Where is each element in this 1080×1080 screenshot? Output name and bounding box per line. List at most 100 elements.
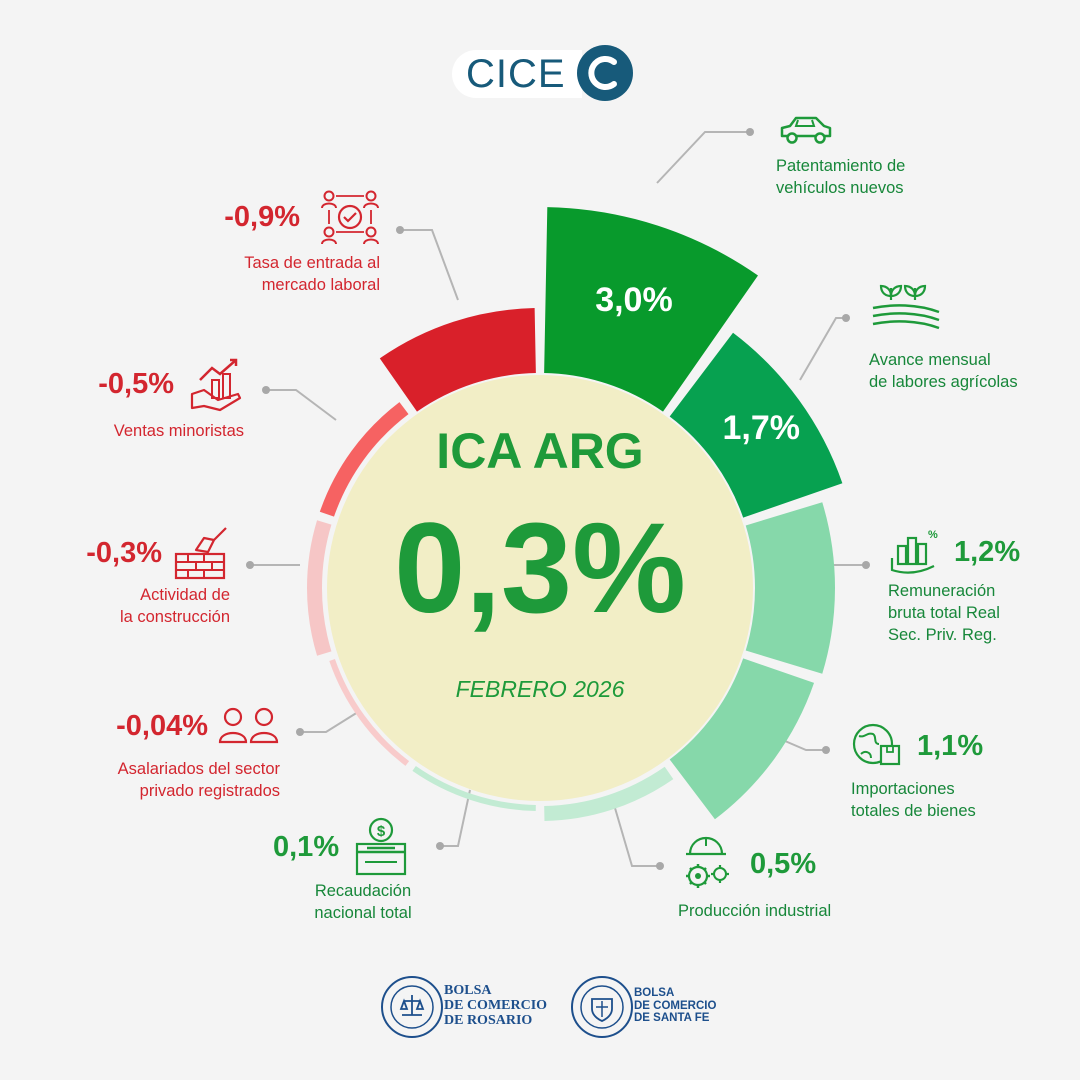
label-line: Sec. Priv. Reg. — [888, 626, 997, 644]
segment-5 — [544, 766, 674, 821]
org-line: BOLSA — [444, 983, 492, 998]
label-line: Ventas minoristas — [113, 422, 244, 440]
value-label: 1,2% — [954, 535, 1021, 568]
label-line: totales de bienes — [851, 802, 976, 820]
industry-gears-icon — [686, 836, 729, 888]
org-line: DE COMERCIO — [634, 999, 717, 1012]
connector-dot-8 — [246, 561, 254, 569]
connector-line-9 — [266, 389, 337, 421]
value-label: 1,1% — [917, 729, 984, 762]
segment-8 — [307, 520, 332, 656]
value-label: 0,1% — [273, 830, 340, 863]
svg-text:%: % — [928, 529, 938, 541]
connector-dot-2 — [842, 314, 850, 322]
label-line: Asalariados del sector — [117, 760, 280, 778]
label-line: Producción industrial — [678, 902, 832, 920]
connector-dot-3 — [862, 561, 870, 569]
connector-line-2 — [799, 317, 846, 381]
indicator-labor-market-entry: -0,9% Tasa de entrada al mercado laboral — [210, 188, 380, 296]
crop-field-icon — [872, 284, 940, 330]
center-title: ICA ARG — [436, 423, 643, 479]
segment-value-label-1: 3,0% — [595, 281, 673, 319]
connector-line-5 — [614, 807, 660, 867]
connector-line-1 — [656, 131, 750, 184]
footer-org-santa-fe: BOLSA DE COMERCIO DE SANTA FE — [570, 975, 720, 1045]
value-label: -0,9% — [224, 200, 300, 233]
connector-lines — [246, 128, 870, 870]
connector-line-7 — [300, 711, 359, 733]
org-line: DE ROSARIO — [444, 1013, 533, 1028]
indicator-agricultural-work: Avance mensual de labores agrícolas — [869, 282, 1018, 393]
org-line: DE SANTA FE — [634, 1012, 710, 1024]
indicator-retail-sales: -0,5% Ventas minoristas — [82, 356, 244, 442]
label-line: privado registrados — [139, 782, 280, 800]
salary-growth-icon: % — [890, 529, 938, 574]
org-line: DE COMERCIO — [444, 998, 548, 1013]
segment-1 — [544, 207, 758, 412]
label-line: Importaciones — [851, 780, 955, 798]
label-line: mercado laboral — [261, 276, 380, 294]
value-label: -0,04% — [116, 709, 208, 742]
workers-icon — [218, 707, 279, 744]
segment-9 — [319, 402, 409, 517]
sales-chart-hand-icon — [190, 358, 242, 412]
segment-4 — [669, 658, 815, 820]
santa-fe-seal-icon — [571, 976, 633, 1038]
label-line: la construcción — [119, 608, 230, 626]
connector-line-10 — [400, 229, 459, 301]
globe-box-icon — [852, 723, 901, 766]
connector-dot-5 — [656, 862, 664, 870]
segment-6 — [412, 765, 536, 811]
label-line: Recaudación — [314, 882, 412, 900]
center-period: FEBRERO 2026 — [456, 676, 625, 702]
logo-text: CICE — [466, 52, 566, 96]
value-label: -0,3% — [86, 536, 162, 569]
connector-dot-6 — [436, 842, 444, 850]
svg-text:$: $ — [377, 823, 386, 840]
label-line: vehículos nuevos — [776, 179, 904, 197]
segment-3 — [745, 502, 836, 674]
chart-segments — [307, 207, 843, 821]
label-line: nacional total — [314, 904, 412, 922]
segment-10 — [379, 308, 536, 412]
org-line: BOLSA — [634, 987, 675, 999]
label-line: Remuneración — [888, 582, 996, 600]
center-disc — [327, 375, 753, 801]
logo-c-mark — [577, 45, 633, 101]
indicator-construction: -0,3% Actividad de la construcción — [78, 526, 230, 628]
indicator-real-wages: % 1,2% Remuneración bruta total Real Sec… — [888, 528, 1020, 646]
connector-dot-9 — [262, 386, 270, 394]
connector-dot-1 — [746, 128, 754, 136]
label-line: Tasa de entrada al — [244, 254, 380, 272]
label-line: Patentamiento de — [776, 157, 906, 175]
connector-dot-10 — [396, 226, 404, 234]
label-line: de labores agrícolas — [869, 373, 1018, 391]
cicec-logo: CICE — [452, 44, 634, 104]
car-icon — [780, 116, 832, 144]
indicator-tax-collection: 0,1% $ Recaudación nacional total — [273, 816, 453, 924]
indicator-registered-workers: -0,04% Asalariados del sector privado re… — [100, 706, 280, 802]
bricks-trowel-icon — [174, 527, 227, 580]
indicator-car-registrations: Patentamiento de vehículos nuevos — [776, 114, 905, 199]
label-line: Avance mensual — [869, 351, 991, 369]
connector-dot-7 — [296, 728, 304, 736]
connector-line-6 — [440, 789, 471, 847]
value-label: 0,5% — [750, 847, 817, 880]
rosario-seal-icon — [381, 976, 443, 1038]
value-label: -0,5% — [98, 367, 174, 400]
segment-value-labels: 3,0% 1,7% — [595, 281, 800, 447]
segment-7 — [329, 659, 410, 766]
indicator-industrial-production: 0,5% Producción industrial — [678, 834, 831, 922]
label-line: bruta total Real — [888, 604, 1000, 622]
indicator-imports: 1,1% Importaciones totales de bienes — [851, 722, 983, 822]
label-line: Actividad de — [140, 586, 230, 604]
tax-box-icon: $ — [356, 817, 407, 876]
segment-2 — [669, 332, 843, 518]
connector-dot-4 — [822, 746, 830, 754]
footer-org-rosario: BOLSA DE COMERCIO DE ROSARIO — [380, 975, 580, 1045]
segment-value-label-2: 1,7% — [723, 409, 801, 447]
labor-network-icon — [321, 190, 379, 245]
connector-line-4 — [777, 737, 826, 751]
